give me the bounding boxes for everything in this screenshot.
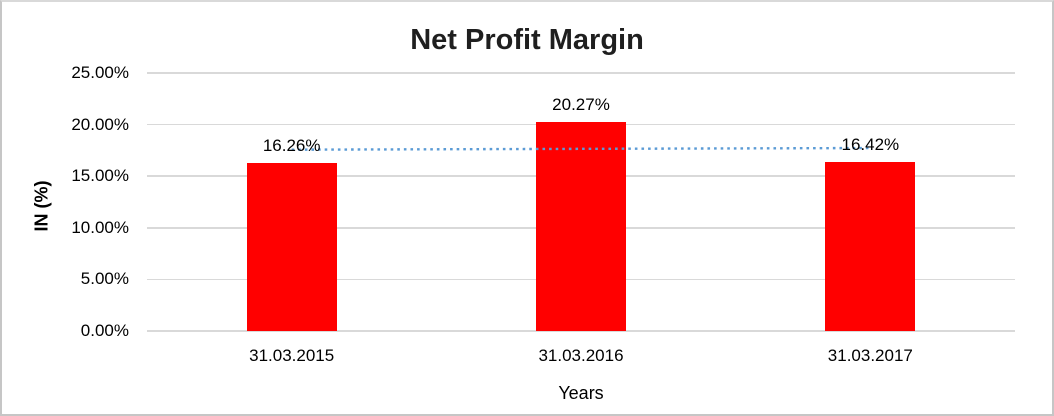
y-tick-label: 20.00% — [71, 114, 129, 134]
bar-31.03.2017 — [825, 161, 916, 331]
x-axis-title: Years — [558, 383, 604, 403]
data-label: 16.26% — [262, 136, 321, 156]
trendline — [291, 146, 871, 151]
bar-31.03.2015 — [246, 163, 337, 331]
plot-area — [147, 72, 1015, 332]
gridline — [147, 72, 1015, 74]
data-label: 20.27% — [552, 94, 610, 114]
gridline — [147, 330, 1015, 332]
x-tick-label: 31.03.2017 — [827, 346, 913, 365]
y-tick-label: 0.00% — [80, 321, 129, 340]
x-tick-label: 31.03.2015 — [249, 346, 335, 365]
y-tick-label: 15.00% — [71, 166, 129, 186]
y-tick-label: 10.00% — [71, 217, 129, 237]
y-tick-label: 5.00% — [80, 269, 129, 289]
y-tick-label: 25.00% — [71, 63, 129, 82]
x-tick-label: 31.03.2016 — [538, 346, 624, 365]
chart-title: Net Profit Margin — [410, 24, 644, 56]
data-label: 16.42% — [841, 134, 900, 154]
bar-31.03.2016 — [536, 121, 626, 331]
